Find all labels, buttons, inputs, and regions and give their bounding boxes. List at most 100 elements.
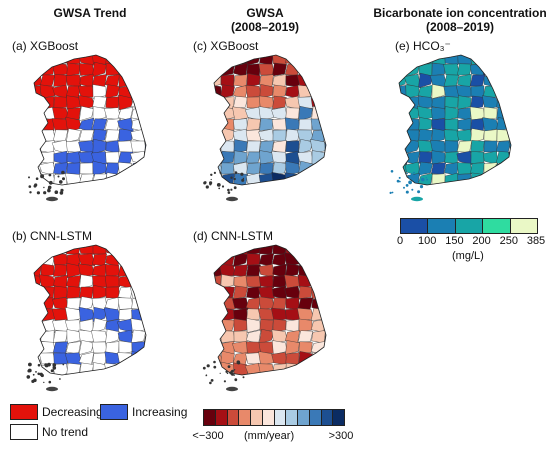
- island: [425, 177, 427, 179]
- map-region: [117, 151, 134, 164]
- map-region: [285, 107, 300, 120]
- map-region: [405, 118, 420, 131]
- panel-label-b: (b) CNN-LSTM: [12, 229, 92, 243]
- map-region: [34, 127, 43, 144]
- map-gwsa-xgboost: [203, 54, 327, 202]
- map-region: [52, 363, 69, 375]
- map-region: [78, 340, 95, 355]
- island: [233, 374, 235, 376]
- map-region: [91, 317, 108, 334]
- hco3-tick-label: 200: [472, 235, 491, 247]
- map-region: [298, 351, 313, 366]
- map-region: [233, 74, 248, 88]
- map-region: [214, 96, 222, 109]
- island: [43, 381, 45, 384]
- map-region: [272, 161, 287, 176]
- map-region: [143, 264, 146, 278]
- map-region: [92, 184, 107, 185]
- map-region: [34, 297, 44, 310]
- map-region: [323, 184, 326, 185]
- map-region: [66, 151, 81, 165]
- map-region: [284, 286, 301, 300]
- map-region: [52, 62, 69, 77]
- map-region: [309, 253, 326, 266]
- map-region: [78, 245, 95, 255]
- map-region: [470, 95, 485, 110]
- map-region: [53, 330, 68, 343]
- island: [59, 378, 61, 380]
- map-region: [220, 286, 235, 299]
- map-region: [470, 140, 485, 153]
- map-region: [297, 253, 314, 266]
- map-region: [118, 173, 133, 185]
- map-region: [143, 330, 146, 343]
- map-region: [105, 329, 120, 344]
- map-region: [311, 62, 326, 77]
- map-region: [323, 62, 326, 78]
- gwsa-colorbar-swatch-9: [309, 410, 322, 425]
- map-region: [245, 275, 262, 288]
- map-region: [405, 55, 420, 66]
- map-region: [509, 85, 511, 98]
- map-region: [105, 286, 120, 299]
- island: [225, 370, 228, 373]
- map-region: [52, 55, 69, 66]
- map-region: [297, 373, 314, 375]
- map-region: [34, 162, 42, 176]
- map-region: [258, 328, 275, 345]
- map-region: [144, 84, 146, 99]
- map-region: [417, 172, 434, 185]
- island: [48, 380, 52, 384]
- map-region: [285, 140, 300, 153]
- map-region: [444, 118, 459, 131]
- map-region: [399, 107, 407, 120]
- map-region: [34, 95, 42, 110]
- island: [52, 363, 57, 367]
- island: [413, 171, 415, 174]
- hco3-tick-label: 100: [418, 235, 437, 247]
- map-region: [66, 62, 81, 77]
- island: [241, 178, 245, 182]
- island: [408, 180, 412, 185]
- map-region: [117, 297, 134, 310]
- map-region: [443, 129, 460, 142]
- map-region: [508, 118, 511, 131]
- island: [59, 180, 63, 184]
- map-region: [214, 297, 222, 310]
- map-region: [399, 129, 408, 143]
- map-region: [34, 253, 42, 266]
- legend-swatch-increasing: [100, 404, 128, 420]
- map-region: [470, 151, 485, 164]
- map-region: [104, 245, 121, 256]
- map-region: [117, 162, 134, 175]
- map-region: [214, 150, 222, 165]
- island: [35, 177, 39, 180]
- island: [426, 178, 428, 181]
- map-region: [220, 96, 235, 109]
- map-region: [272, 62, 287, 77]
- island: [396, 179, 400, 183]
- map-region: [324, 263, 326, 278]
- map-region: [233, 330, 248, 343]
- panel-label-d: (d) CNN-LSTM: [193, 229, 273, 243]
- gwsa-colorbar-swatch-10: [321, 410, 334, 425]
- map-region: [284, 55, 301, 66]
- island: [28, 176, 30, 179]
- hco3-colorbar-swatch-3: [483, 219, 511, 233]
- map-region: [144, 374, 146, 375]
- map-region: [285, 150, 300, 166]
- map-region: [310, 184, 326, 185]
- island: [219, 171, 222, 174]
- map-region: [34, 55, 42, 65]
- map-region: [482, 172, 499, 185]
- map-region: [324, 253, 326, 266]
- panel-label-e: (e) HCO₃⁻: [395, 39, 451, 53]
- map-region: [509, 55, 511, 65]
- map-trend-cnn-lstm: [26, 244, 147, 392]
- map-region: [144, 128, 146, 143]
- map-region: [399, 118, 407, 132]
- map-region: [232, 55, 249, 66]
- island: [240, 172, 244, 176]
- map-region: [143, 63, 146, 76]
- map-region: [508, 151, 511, 164]
